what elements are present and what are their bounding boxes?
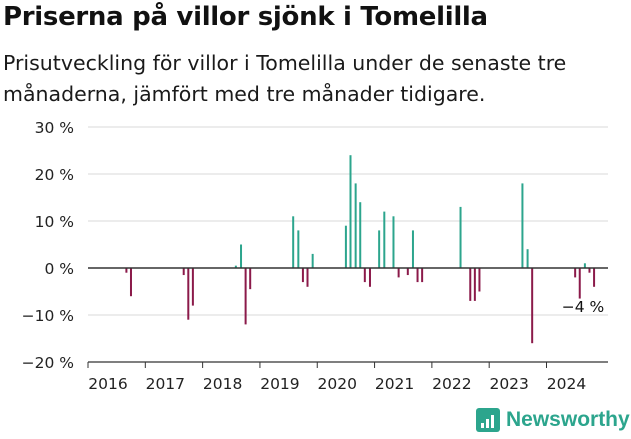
x-tick-label: 2020 bbox=[318, 375, 357, 393]
bar bbox=[392, 216, 395, 268]
bar bbox=[478, 268, 481, 292]
x-tick-label: 2018 bbox=[203, 375, 242, 393]
bar bbox=[588, 268, 591, 273]
bar bbox=[240, 244, 243, 268]
bar bbox=[306, 268, 309, 287]
chart-title: Priserna på villor sjönk i Tomelilla bbox=[3, 2, 488, 32]
bar-chart: 30 % 20 % 10 % 0 % −10 % −20 % 2016 2017 2018 201… bbox=[22, 119, 608, 393]
brand-name: Newsworthy bbox=[506, 408, 630, 431]
y-tick-label: 0 % bbox=[44, 260, 74, 278]
bar bbox=[526, 249, 529, 268]
bar bbox=[574, 268, 577, 278]
newsworthy-logo: Newsworthy bbox=[476, 408, 630, 432]
bar bbox=[125, 268, 128, 273]
bar bbox=[406, 268, 409, 276]
label-layer: 30 % 20 % 10 % 0 % −10 % −20 % 2016 2017 2018 201… bbox=[22, 119, 605, 393]
y-tick-label: 20 % bbox=[35, 166, 74, 184]
x-tick-label: 2024 bbox=[547, 375, 586, 393]
bar bbox=[191, 268, 194, 306]
last-value-annotation: −4 % bbox=[562, 298, 605, 316]
x-tick-label: 2017 bbox=[146, 375, 185, 393]
bar bbox=[234, 265, 237, 268]
y-tick-label: 30 % bbox=[35, 119, 74, 137]
y-tick-label: 10 % bbox=[35, 213, 74, 231]
bar bbox=[411, 230, 414, 268]
bar bbox=[521, 183, 524, 268]
bars-layer bbox=[125, 155, 596, 344]
bar bbox=[354, 183, 357, 268]
bar bbox=[531, 268, 534, 344]
y-tick-label: −10 % bbox=[22, 307, 74, 325]
bar bbox=[416, 268, 419, 283]
x-tick-label: 2023 bbox=[489, 375, 528, 393]
bar bbox=[469, 268, 472, 301]
bar bbox=[129, 268, 132, 297]
bar bbox=[311, 253, 314, 268]
bar bbox=[292, 216, 295, 268]
bar bbox=[378, 230, 381, 268]
bar bbox=[249, 268, 252, 290]
x-tick-label: 2022 bbox=[432, 375, 471, 393]
bar bbox=[297, 230, 300, 268]
bar bbox=[459, 206, 462, 268]
bar bbox=[578, 268, 581, 299]
bar bbox=[244, 268, 247, 325]
bar bbox=[359, 202, 362, 268]
bar bbox=[187, 268, 190, 320]
bar bbox=[383, 211, 386, 268]
bar bbox=[473, 268, 476, 301]
bar bbox=[397, 268, 400, 278]
chart-subtitle: Prisutveckling för villor i Tomelilla un… bbox=[3, 51, 567, 106]
axis-layer bbox=[87, 267, 608, 368]
bar bbox=[349, 155, 352, 268]
bar bbox=[182, 268, 185, 276]
bar bbox=[301, 268, 304, 283]
bar bbox=[363, 268, 366, 283]
bar bbox=[344, 225, 347, 268]
x-tick-label: 2016 bbox=[88, 375, 127, 393]
bar bbox=[583, 263, 586, 268]
grid-layer bbox=[88, 126, 608, 363]
bar bbox=[368, 268, 371, 287]
newsworthy-logo-icon bbox=[476, 408, 500, 432]
y-tick-label: −20 % bbox=[22, 354, 74, 372]
x-tick-label: 2019 bbox=[260, 375, 299, 393]
bar bbox=[593, 268, 596, 287]
x-tick-label: 2021 bbox=[375, 375, 414, 393]
bar bbox=[421, 268, 424, 283]
